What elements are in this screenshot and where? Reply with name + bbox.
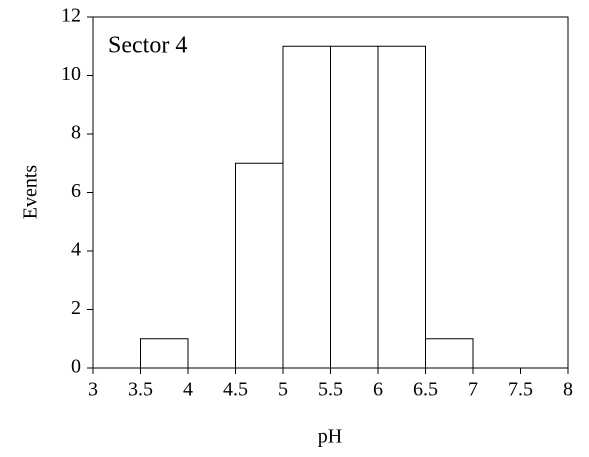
x-tick-label: 7.5 [508, 379, 533, 401]
y-tick-label: 0 [71, 356, 81, 378]
bar [377, 45, 426, 369]
bar [235, 162, 284, 369]
x-tick-label: 3 [88, 379, 98, 401]
x-tick-label: 5.5 [318, 379, 343, 401]
y-tick-label: 10 [61, 63, 81, 85]
y-tick-label: 6 [71, 180, 81, 202]
y-tick-label: 8 [71, 122, 81, 144]
x-tick-label: 7 [468, 379, 478, 401]
x-tick-label: 6.5 [413, 379, 438, 401]
x-tick-label: 4 [183, 379, 193, 401]
bar [330, 45, 379, 369]
y-tick-label: 12 [61, 5, 81, 27]
x-axis-label: pH [318, 426, 342, 448]
y-tick-label: 4 [71, 239, 81, 261]
bar [425, 338, 474, 369]
bar [282, 45, 331, 369]
x-tick-label: 6 [373, 379, 383, 401]
y-tick-label: 2 [71, 297, 81, 319]
y-axis-label: Events [20, 165, 42, 220]
x-tick-label: 4.5 [223, 379, 248, 401]
annotation: Sector 4 [108, 33, 187, 59]
x-tick-label: 3.5 [128, 379, 153, 401]
bar [140, 338, 189, 369]
x-tick-label: 5 [278, 379, 288, 401]
x-tick-label: 8 [563, 379, 573, 401]
